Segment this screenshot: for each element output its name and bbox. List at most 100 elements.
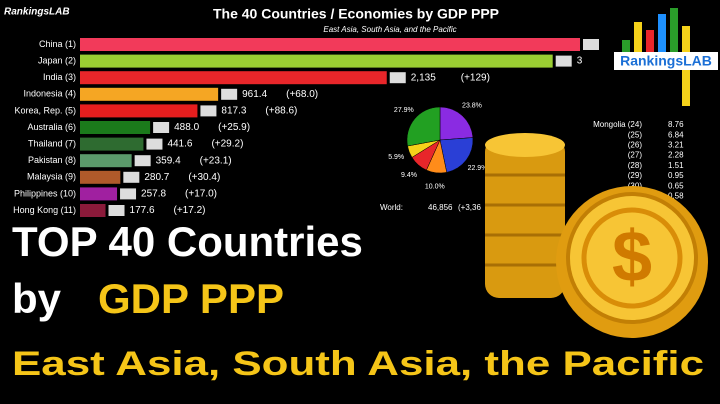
change-label: (+17.0)	[185, 189, 217, 200]
category-label: India (3)	[43, 72, 76, 82]
pie-label: 23.8%	[462, 102, 482, 109]
bar	[80, 71, 387, 85]
bar	[80, 170, 121, 184]
pie-slice	[439, 106, 474, 141]
logo-bar	[670, 8, 678, 70]
world-label: World:	[380, 203, 403, 212]
value-label: 2,135	[411, 72, 436, 83]
value-label: 177.6	[130, 205, 155, 216]
flag	[555, 55, 572, 67]
flag	[389, 72, 406, 84]
list-value: 1.51	[668, 161, 684, 170]
world-value: 46,856	[428, 203, 453, 212]
pie-slice	[406, 106, 441, 147]
change-label: (+17.2)	[174, 205, 206, 216]
flag	[108, 205, 125, 216]
change-label: (+88.6)	[265, 106, 297, 117]
overlay-gdp: GDP PPP	[98, 275, 284, 322]
chart-title: The 40 Countries / Economies by GDP PPP	[213, 6, 499, 22]
value-label: 257.8	[141, 189, 166, 200]
list-value: 0.58	[668, 192, 684, 201]
bar	[80, 204, 106, 217]
change-label: (+29.2)	[211, 139, 243, 150]
logo-bar	[646, 30, 654, 70]
chart-subtitle: East Asia, South Asia, and the Pacific	[323, 25, 456, 34]
coin-stack	[485, 138, 565, 298]
overlay-by: by	[12, 275, 62, 322]
list-label: (30)	[628, 181, 643, 190]
logo-text: RankingsLAB	[620, 53, 712, 69]
change-label: (+30.4)	[188, 172, 220, 183]
coin-symbol: $	[612, 217, 652, 297]
category-label: Malaysia (9)	[27, 172, 76, 182]
category-label: Philippines (10)	[14, 188, 76, 198]
list-value: 0.95	[668, 171, 684, 180]
pie-label: 10.0%	[425, 184, 445, 191]
coins	[485, 133, 565, 298]
pie-label: 22.9%	[468, 165, 488, 172]
overlay-line1: TOP 40 Countries	[12, 218, 363, 265]
category-label: Australia (6)	[27, 122, 76, 132]
value-label: 488.0	[174, 122, 199, 133]
value-label: 441.6	[167, 139, 192, 150]
category-label: Hong Kong (11)	[13, 205, 76, 215]
flag	[221, 88, 238, 100]
value-label: 280.7	[144, 172, 169, 183]
value-label: 3	[577, 56, 583, 67]
value-label: 359.4	[156, 155, 181, 166]
list-label: Mongolia (24)	[593, 120, 642, 129]
bar	[80, 87, 219, 101]
category-label: China (1)	[39, 39, 76, 49]
logo-bar	[634, 22, 642, 70]
list-value: 8.76	[668, 120, 684, 129]
bar	[80, 104, 198, 118]
flag	[123, 171, 140, 183]
list-label: (25)	[628, 130, 643, 139]
coin-face	[566, 192, 698, 324]
pie-label: 5.9%	[388, 154, 404, 161]
pie-label: 9.4%	[401, 172, 417, 179]
bar	[80, 187, 118, 201]
pie-label: 27.9%	[394, 107, 414, 114]
bar	[80, 54, 553, 68]
category-label: Pakistan (8)	[28, 155, 76, 165]
flag	[153, 122, 170, 133]
value-label: 961.4	[242, 89, 267, 100]
list-value: 2.28	[668, 151, 684, 160]
world-change: (+3,36	[458, 203, 481, 212]
logo-bar	[658, 14, 666, 70]
brand: RankingsLAB	[4, 7, 70, 18]
category-label: Korea, Rep. (5)	[14, 105, 76, 115]
change-label: (+25.9)	[218, 122, 250, 133]
pie-slice	[439, 137, 474, 173]
bar	[80, 38, 580, 51]
list-label: (29)	[628, 171, 643, 180]
flag	[134, 155, 151, 167]
coin-top	[485, 133, 565, 157]
list-label: (28)	[628, 161, 643, 170]
coin-inner	[581, 207, 683, 309]
logo-box	[614, 52, 718, 70]
bar	[80, 154, 132, 168]
value-label: 817.3	[221, 106, 246, 117]
category-label: Thailand (7)	[28, 138, 76, 148]
bar	[80, 121, 151, 134]
category-label: Indonesia (4)	[23, 89, 76, 99]
flag	[583, 39, 599, 50]
list-label: (27)	[628, 151, 643, 160]
list-value: 6.84	[668, 130, 684, 139]
flag	[146, 138, 163, 150]
list-value: 0.65	[668, 181, 684, 190]
logo: RankingsLAB	[614, 8, 718, 106]
category-label: Japan (2)	[38, 55, 76, 65]
change-label: (+23.1)	[200, 155, 232, 166]
flag	[120, 188, 137, 200]
list-value: 3.21	[668, 141, 684, 150]
bar	[80, 137, 144, 151]
overlay-line3: East Asia, South Asia, the Pacific	[12, 345, 704, 383]
change-label: (+68.0)	[286, 89, 318, 100]
flag	[200, 105, 217, 117]
change-label: (+129)	[461, 72, 490, 83]
list-label: (26)	[628, 141, 643, 150]
